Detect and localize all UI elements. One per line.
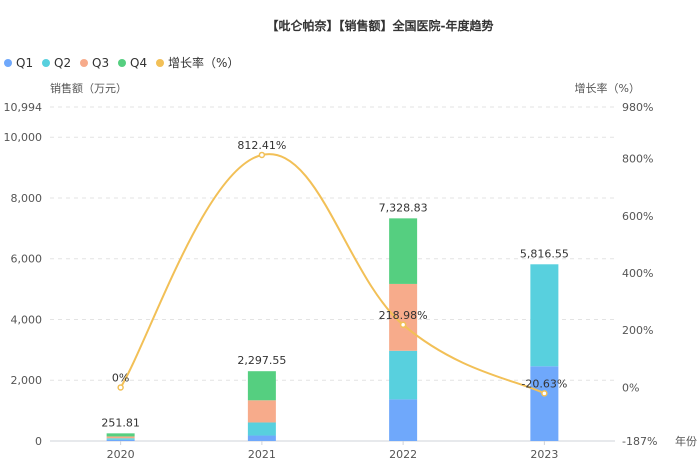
- x-tick-label: 2021: [248, 448, 276, 461]
- total-label: 2,297.55: [237, 354, 286, 367]
- bar-q3-2022: [389, 283, 418, 351]
- y-tick-label: 8,000: [11, 192, 43, 205]
- growth-label: 218.98%: [379, 309, 428, 322]
- legend-marker: [80, 59, 88, 67]
- bar-q2-2020: [106, 438, 135, 440]
- total-label: 7,328.83: [379, 201, 428, 214]
- y2-tick-label: 600%: [622, 210, 653, 223]
- y-tick-label: 6,000: [11, 253, 43, 266]
- legend-label: 增长率（%）: [168, 55, 239, 70]
- y-axis-title: 销售额（万元）: [50, 81, 127, 95]
- y2-tick-label: 0%: [622, 381, 639, 394]
- y-tick-label: 4,000: [11, 313, 43, 326]
- bar-q2-2022: [389, 350, 418, 400]
- y2-tick-label: -187%: [622, 435, 657, 448]
- growth-point: [399, 321, 407, 329]
- legend-marker: [118, 59, 126, 67]
- total-labels: 251.81 2,297.55 7,328.83 5,816.55: [101, 201, 568, 429]
- growth-label: 812.41%: [237, 139, 286, 152]
- y-tick-label: 2,000: [11, 374, 43, 387]
- bar-q3-2021: [247, 400, 276, 423]
- y2-axis-title: 增长率（%）: [575, 81, 640, 95]
- x-axis-ticks: 2020 2021 2022 2023: [107, 441, 558, 461]
- growth-point: [258, 151, 266, 159]
- bar-q4-2022: [389, 218, 418, 284]
- bar-q1-2023: [530, 366, 559, 441]
- legend-label: Q1: [16, 56, 33, 70]
- total-label: 251.81: [101, 416, 140, 429]
- y2-axis-ticks: -187% 0% 200% 400% 600% 800% 980%: [622, 101, 657, 448]
- y2-tick-label: 400%: [622, 267, 653, 280]
- chart-title: 【吡仑帕奈】【销售额】全国医院-年度趋势: [267, 18, 494, 33]
- x-tick-label: 2022: [389, 448, 417, 461]
- growth-point: [541, 390, 548, 397]
- growth-curve: [119, 153, 545, 395]
- y-tick-label: 10,000: [4, 131, 43, 144]
- bar-q4-2020: [106, 433, 135, 437]
- bar-q2-2023: [530, 264, 559, 367]
- growth-line: 0% 812.41% 218.98% -20.63%: [112, 139, 567, 397]
- legend-label: Q4: [130, 56, 147, 70]
- bar-q1-2022: [389, 399, 418, 441]
- total-label: 5,816.55: [520, 247, 569, 260]
- bar-q3-2020: [106, 436, 135, 439]
- y2-tick-label: 800%: [622, 153, 653, 166]
- x-tick-label: 2020: [107, 448, 135, 461]
- bar-q1-2021: [247, 435, 276, 441]
- bar-q4-2021: [247, 371, 276, 401]
- legend: Q1 Q2 Q3 Q4 增长率（%）: [4, 55, 239, 70]
- x-axis-title: 年份: [675, 434, 697, 448]
- bars: [106, 218, 559, 441]
- legend-marker: [4, 59, 12, 67]
- legend-marker: [156, 59, 164, 67]
- bar-q1-2020: [106, 439, 135, 441]
- legend-marker: [42, 59, 50, 67]
- y-tick-label: 10,994: [4, 101, 43, 114]
- legend-label: Q2: [54, 56, 71, 70]
- grid-lines: [50, 106, 615, 442]
- y-tick-label: 0: [35, 435, 42, 448]
- growth-label: -20.63%: [521, 377, 567, 390]
- y2-tick-label: 980%: [622, 101, 653, 114]
- y-axis-ticks: 0 2,000 4,000 6,000 8,000 10,000 10,994: [4, 101, 43, 448]
- growth-label: 0%: [112, 371, 129, 384]
- legend-label: Q3: [92, 56, 109, 70]
- bar-q2-2021: [247, 422, 276, 436]
- y2-tick-label: 200%: [622, 324, 653, 337]
- x-tick-label: 2023: [530, 448, 558, 461]
- growth-point: [117, 384, 124, 391]
